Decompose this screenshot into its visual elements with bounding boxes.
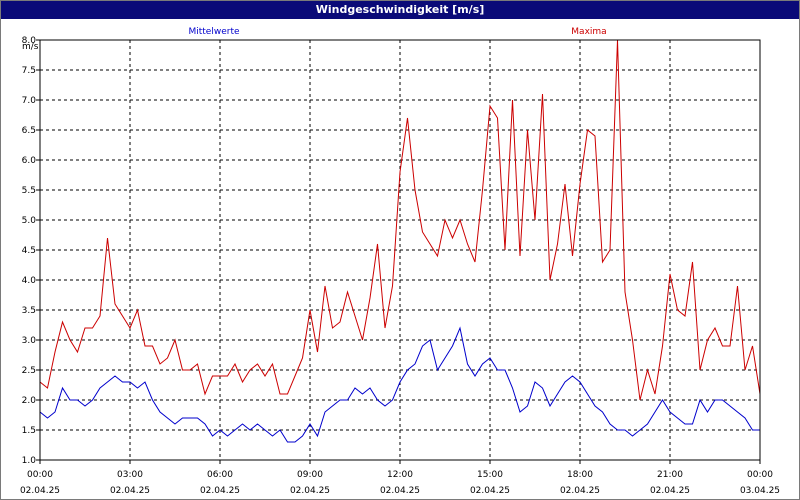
x-tick-time: 00:00 (27, 470, 53, 480)
y-axis-ticks: 1.0 1.5 2.0 2.5 3.0 3.5 4.0 4.5 5.0 5.5 6.0 6.5 7.0 7… (22, 36, 40, 466)
x-tick-time: 00:00 (747, 470, 773, 480)
x-tick-date: 02.04.25 (650, 486, 690, 496)
y-axis-label: m/s (22, 42, 39, 52)
y-tick-label: 6.5 (22, 126, 36, 136)
x-tick-date: 02.04.25 (560, 486, 600, 496)
y-tick-label: 4.0 (22, 276, 37, 286)
x-axis-ticks: 00:00 02.04.25 03:00 02.04.25 06:00 02.04.25 0… (20, 460, 780, 496)
plot-frame (39, 39, 761, 461)
y-tick-label: 2.0 (22, 396, 37, 406)
x-tick-date: 03.04.25 (740, 486, 780, 496)
x-tick-date: 02.04.25 (470, 486, 510, 496)
grid-lines (40, 39, 760, 460)
x-tick-time: 18:00 (567, 470, 593, 480)
y-tick-label: 8.0 (22, 36, 37, 46)
legend-maxima: Maxima (571, 27, 606, 37)
x-tick-date: 02.04.25 (200, 486, 240, 496)
x-tick-time: 15:00 (477, 470, 503, 480)
y-tick-label: 1.5 (22, 426, 36, 436)
x-tick-time: 21:00 (657, 470, 683, 480)
x-tick-time: 03:00 (117, 470, 143, 480)
x-tick-time: 12:00 (387, 470, 413, 480)
series-lines (39, 39, 761, 443)
y-tick-label: 2.5 (22, 366, 36, 376)
y-tick-label: 5.5 (22, 186, 36, 196)
window-title: Windgeschwindigkeit [m/s] (1, 1, 799, 19)
y-tick-label: 7.5 (22, 66, 36, 76)
x-tick-date: 02.04.25 (20, 486, 60, 496)
y-tick-label: 6.0 (22, 156, 37, 166)
x-tick-time: 09:00 (297, 470, 323, 480)
x-tick-date: 02.04.25 (290, 486, 330, 496)
y-tick-label: 5.0 (22, 216, 37, 226)
y-tick-label: 7.0 (22, 96, 37, 106)
y-tick-label: 3.5 (22, 306, 36, 316)
legend-mittelwerte: Mittelwerte (188, 27, 239, 37)
x-tick-date: 02.04.25 (380, 486, 420, 496)
y-tick-label: 3.0 (22, 336, 37, 346)
y-tick-label: 4.5 (22, 246, 36, 256)
series-line-mittelwerte (39, 326, 760, 443)
x-tick-date: 02.04.25 (110, 486, 150, 496)
y-tick-label: 1.0 (22, 456, 37, 466)
x-tick-time: 06:00 (207, 470, 233, 480)
series-line-maxima (39, 39, 761, 401)
